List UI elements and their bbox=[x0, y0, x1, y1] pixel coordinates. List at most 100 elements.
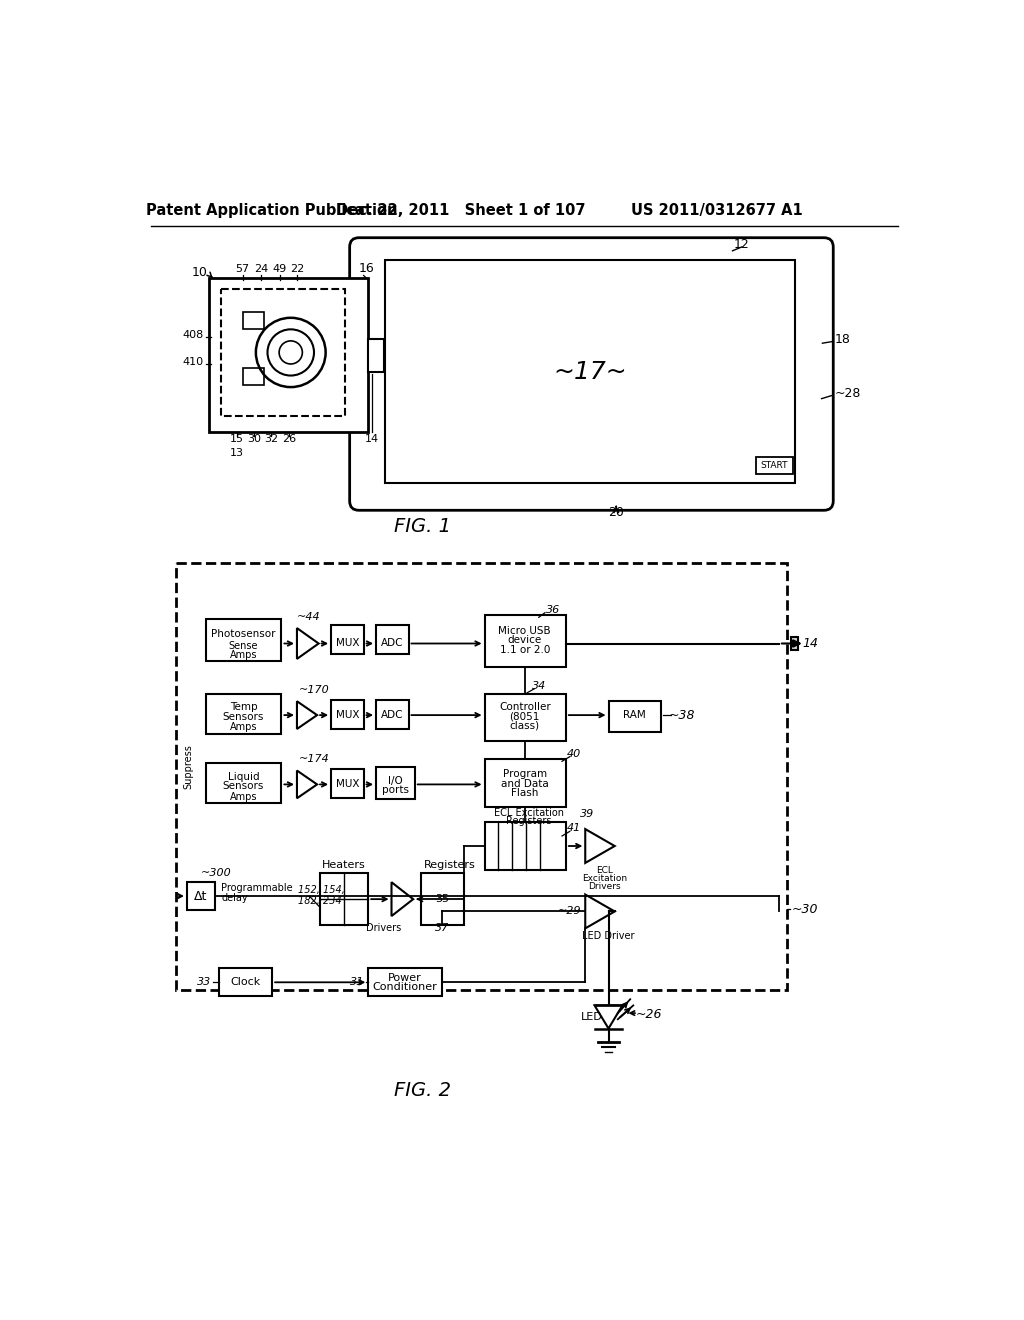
Text: 30: 30 bbox=[248, 434, 261, 445]
Text: Conditioner: Conditioner bbox=[373, 982, 437, 991]
Text: 410: 410 bbox=[183, 358, 204, 367]
Text: Amps: Amps bbox=[229, 722, 257, 733]
Bar bbox=[791, 638, 799, 649]
Text: 182, 234: 182, 234 bbox=[299, 896, 342, 906]
Text: Registers: Registers bbox=[506, 816, 552, 825]
Bar bbox=[376, 700, 409, 729]
Text: Sensors: Sensors bbox=[223, 711, 264, 722]
Bar bbox=[206, 619, 282, 661]
Text: 15: 15 bbox=[229, 434, 244, 445]
Text: Registers: Registers bbox=[424, 861, 475, 870]
Bar bbox=[187, 882, 215, 909]
Bar bbox=[756, 457, 793, 474]
Polygon shape bbox=[586, 829, 614, 863]
Text: 57: 57 bbox=[236, 264, 250, 273]
Text: ~170: ~170 bbox=[299, 685, 330, 694]
Text: START: START bbox=[761, 461, 788, 470]
Text: Drivers: Drivers bbox=[367, 924, 401, 933]
Text: 18: 18 bbox=[835, 333, 851, 346]
Text: 35: 35 bbox=[435, 894, 449, 904]
Bar bbox=[206, 693, 282, 734]
Text: ~28: ~28 bbox=[835, 387, 861, 400]
Text: RAM: RAM bbox=[624, 710, 646, 721]
Bar bbox=[243, 368, 264, 385]
Text: US 2011/0312677 A1: US 2011/0312677 A1 bbox=[631, 203, 803, 218]
Text: FIG. 2: FIG. 2 bbox=[394, 1081, 451, 1100]
Polygon shape bbox=[595, 1006, 623, 1028]
Text: Power: Power bbox=[388, 973, 422, 982]
Text: Excitation: Excitation bbox=[582, 874, 627, 883]
Text: 12: 12 bbox=[734, 238, 750, 251]
Text: Sensors: Sensors bbox=[223, 781, 264, 791]
Bar bbox=[331, 770, 364, 799]
Text: Sense: Sense bbox=[228, 640, 258, 651]
Polygon shape bbox=[297, 771, 317, 799]
Text: ADC: ADC bbox=[381, 639, 403, 648]
Bar bbox=[331, 626, 364, 655]
FancyBboxPatch shape bbox=[349, 238, 834, 511]
Text: 10: 10 bbox=[191, 265, 207, 279]
Text: Heaters: Heaters bbox=[322, 861, 366, 870]
Text: 39: 39 bbox=[580, 809, 594, 820]
Text: 49: 49 bbox=[272, 264, 287, 273]
Text: 14: 14 bbox=[366, 434, 379, 445]
Text: 37: 37 bbox=[435, 924, 449, 933]
Text: 32: 32 bbox=[264, 434, 279, 445]
Text: ~26: ~26 bbox=[636, 1008, 663, 1022]
Bar bbox=[221, 289, 345, 416]
Text: 34: 34 bbox=[531, 681, 546, 690]
Text: LED Driver: LED Driver bbox=[583, 931, 635, 941]
Text: (8051: (8051 bbox=[510, 711, 540, 722]
Polygon shape bbox=[297, 628, 318, 659]
Text: ~44: ~44 bbox=[297, 612, 321, 622]
Text: Program: Program bbox=[503, 770, 547, 779]
Text: ~38: ~38 bbox=[669, 709, 695, 722]
Text: device: device bbox=[508, 635, 542, 645]
Text: ECL Excitation: ECL Excitation bbox=[494, 808, 563, 818]
Text: Programmable: Programmable bbox=[221, 883, 293, 894]
Text: 41: 41 bbox=[566, 824, 581, 833]
Text: class): class) bbox=[510, 721, 540, 731]
Bar bbox=[376, 626, 409, 655]
Text: Δt: Δt bbox=[195, 890, 208, 903]
Bar bbox=[484, 693, 566, 742]
Text: MUX: MUX bbox=[336, 639, 359, 648]
Text: ECL: ECL bbox=[596, 866, 613, 875]
Bar bbox=[484, 615, 566, 668]
Text: 24: 24 bbox=[254, 264, 268, 273]
Text: 152, 154,: 152, 154, bbox=[299, 884, 345, 895]
Text: ~29: ~29 bbox=[558, 907, 582, 916]
Bar bbox=[484, 759, 566, 807]
Text: ~17~: ~17~ bbox=[553, 359, 627, 384]
Text: 33: 33 bbox=[198, 977, 212, 987]
Text: delay: delay bbox=[221, 892, 248, 903]
Text: Patent Application Publication: Patent Application Publication bbox=[145, 203, 397, 218]
Bar bbox=[484, 822, 566, 870]
Text: Flash: Flash bbox=[511, 788, 539, 797]
Text: ~300: ~300 bbox=[201, 869, 231, 878]
Bar bbox=[331, 700, 364, 729]
Text: Amps: Amps bbox=[229, 649, 257, 660]
Text: MUX: MUX bbox=[336, 710, 359, 721]
Bar bbox=[421, 873, 464, 925]
Text: Photosensor: Photosensor bbox=[211, 630, 275, 639]
Bar bbox=[321, 873, 369, 925]
Text: Clock: Clock bbox=[230, 977, 261, 987]
Bar bbox=[219, 969, 272, 997]
Text: LED: LED bbox=[581, 1012, 602, 1022]
Text: Liquid: Liquid bbox=[227, 772, 259, 781]
Text: MUX: MUX bbox=[336, 779, 359, 789]
Text: Suppress: Suppress bbox=[183, 744, 194, 789]
Bar bbox=[376, 767, 415, 799]
Text: 1.1 or 2.0: 1.1 or 2.0 bbox=[500, 644, 550, 655]
Text: Dec. 22, 2011   Sheet 1 of 107: Dec. 22, 2011 Sheet 1 of 107 bbox=[337, 203, 586, 218]
Text: 14: 14 bbox=[802, 638, 818, 649]
Bar bbox=[608, 701, 662, 733]
Text: 31: 31 bbox=[350, 977, 365, 987]
Text: 13: 13 bbox=[229, 447, 244, 458]
Polygon shape bbox=[297, 701, 317, 729]
Text: Controller: Controller bbox=[499, 702, 551, 713]
Bar bbox=[206, 763, 282, 803]
Text: 26: 26 bbox=[283, 434, 296, 445]
Bar bbox=[369, 969, 442, 997]
